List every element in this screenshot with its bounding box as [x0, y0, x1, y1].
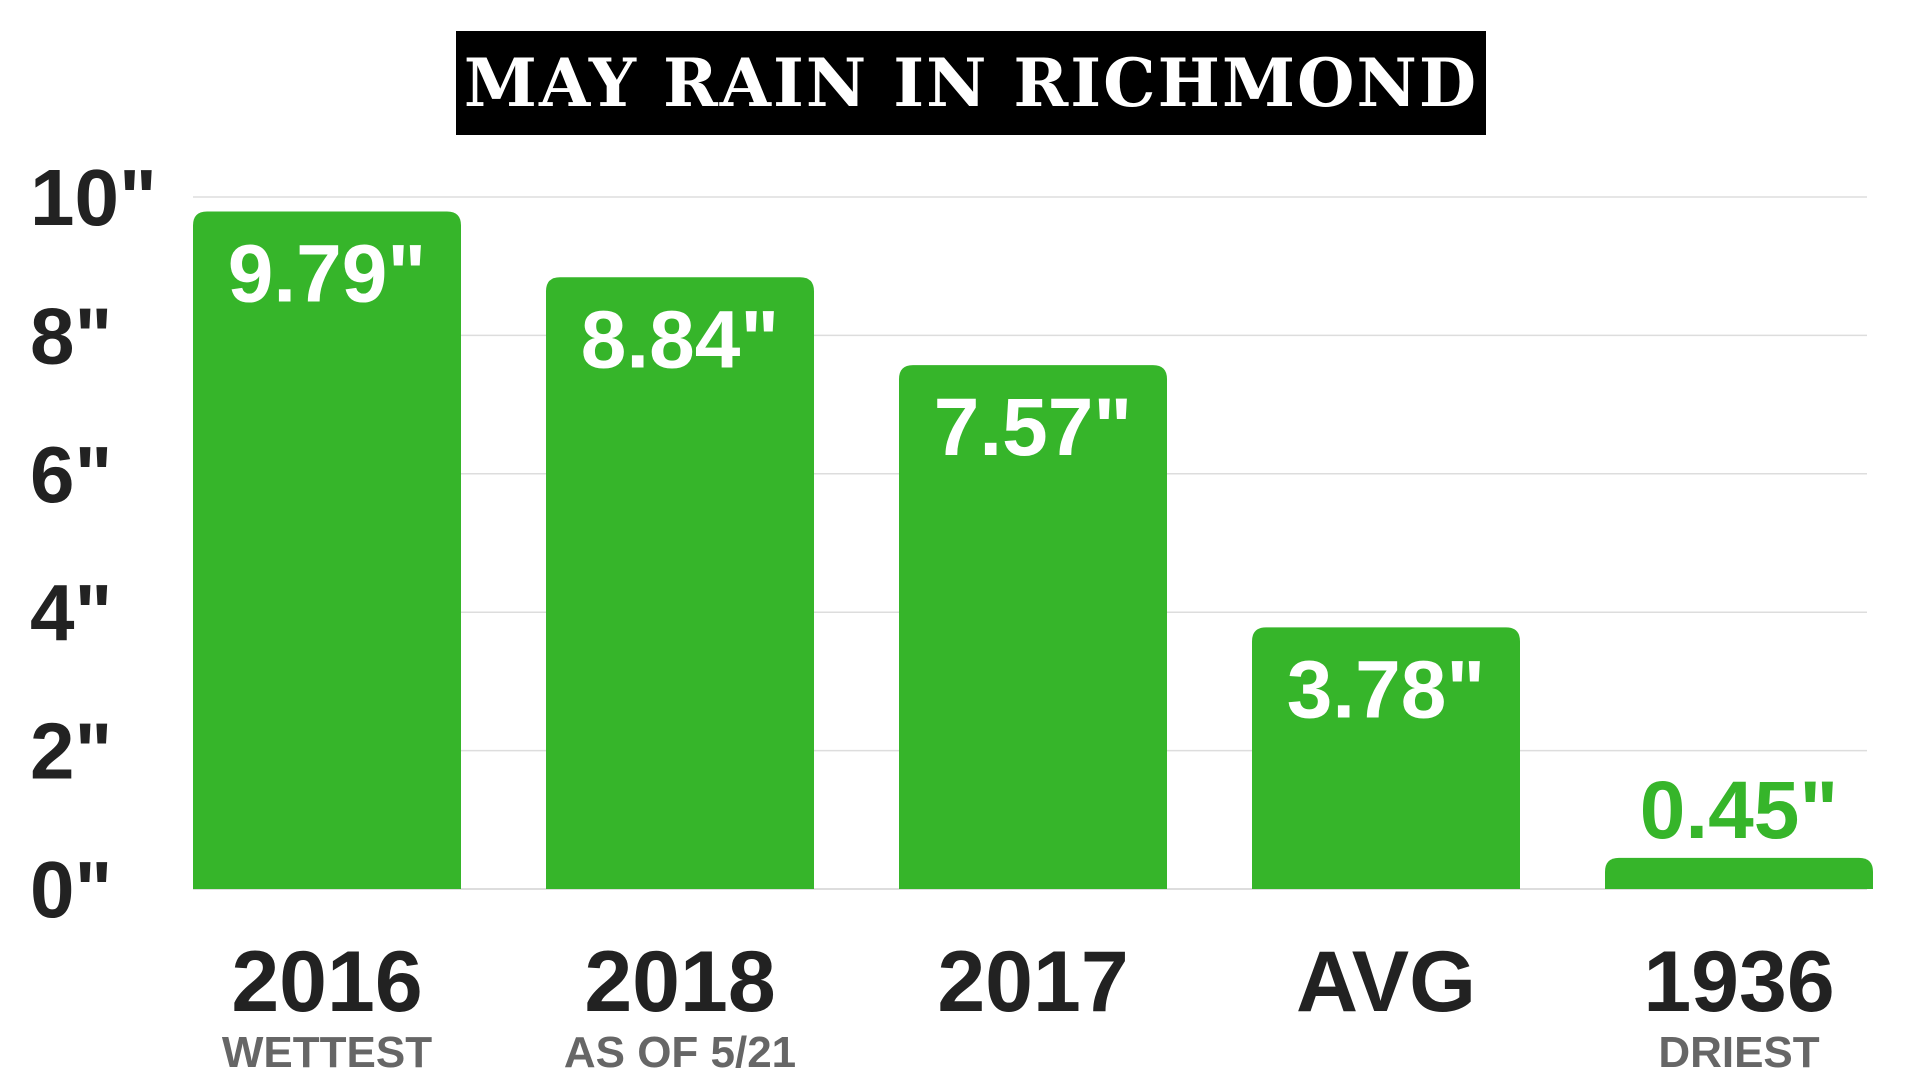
category-label-1936: 1936	[1643, 934, 1834, 1030]
bar-2017	[899, 365, 1167, 889]
bar-2016	[193, 211, 461, 890]
category-label-2018: 2018	[584, 934, 775, 1030]
y-tick-label-2: 2"	[30, 707, 112, 796]
y-tick-label-10: 10"	[30, 153, 157, 242]
bar-1936	[1605, 857, 1873, 889]
category-label-avg: AVG	[1296, 934, 1476, 1030]
category-sublabel-2018: AS OF 5/21	[564, 1028, 796, 1077]
bar-avg	[1252, 627, 1520, 889]
value-label-2018: 8.84"	[581, 294, 779, 385]
y-tick-label-6: 6"	[30, 430, 112, 519]
y-tick-label-4: 4"	[30, 568, 112, 657]
y-tick-label-0: 0"	[30, 845, 112, 934]
chart-title: MAY RAIN IN RICHMOND	[463, 44, 1479, 122]
category-sublabel-2016: WETTEST	[222, 1028, 432, 1077]
category-label-2017: 2017	[937, 934, 1128, 1030]
category-sublabel-1936: DRIEST	[1658, 1028, 1819, 1077]
category-label-2016: 2016	[231, 934, 422, 1030]
y-tick-label-8: 8"	[30, 291, 112, 380]
title-banner: MAY RAIN IN RICHMOND	[456, 31, 1486, 135]
value-label-2017: 7.57"	[934, 382, 1132, 473]
value-label-1936: 0.45"	[1640, 765, 1838, 856]
value-label-avg: 3.78"	[1287, 644, 1485, 735]
value-label-2016: 9.79"	[228, 229, 426, 320]
bar-2018	[546, 277, 814, 890]
